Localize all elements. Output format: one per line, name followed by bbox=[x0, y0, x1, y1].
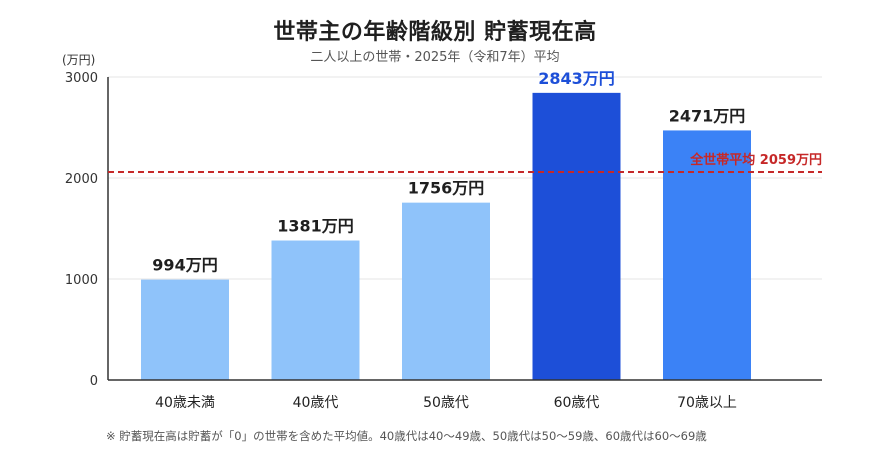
data-label: 994万円 bbox=[152, 256, 217, 275]
y-tick-label: 1000 bbox=[65, 273, 98, 288]
chart-subtitle: 二人以上の世帯・2025年（令和7年）平均 bbox=[310, 50, 560, 65]
average-reference-label: 全世帯平均 2059万円 bbox=[689, 152, 822, 168]
y-tick-label: 3000 bbox=[65, 71, 98, 86]
bar bbox=[271, 240, 360, 380]
bar bbox=[141, 279, 229, 380]
y-tick-label: 2000 bbox=[65, 172, 98, 187]
data-label: 2471万円 bbox=[669, 106, 746, 125]
bar bbox=[402, 202, 490, 380]
x-tick-label: 40歳未満 bbox=[155, 395, 215, 411]
data-label: 2843万円 bbox=[538, 69, 615, 88]
x-tick-label: 60歳代 bbox=[554, 395, 600, 411]
x-tick-label: 70歳以上 bbox=[677, 395, 737, 411]
y-tick-label: 0 bbox=[90, 374, 98, 389]
x-tick-label: 40歳代 bbox=[293, 395, 339, 411]
bar bbox=[532, 92, 621, 381]
chart-title: 世帯主の年齢階級別 貯蓄現在高 bbox=[273, 20, 597, 45]
data-label: 1381万円 bbox=[277, 217, 354, 236]
data-label: 1756万円 bbox=[408, 179, 485, 198]
x-tick-label: 50歳代 bbox=[423, 395, 469, 411]
chart-footnote: ※ 貯蓄現在高は貯蓄が「0」の世帯を含めた平均値。40歳代は40〜49歳、50歳… bbox=[106, 429, 707, 443]
bar bbox=[663, 130, 751, 380]
y-axis-label: (万円) bbox=[62, 53, 95, 67]
